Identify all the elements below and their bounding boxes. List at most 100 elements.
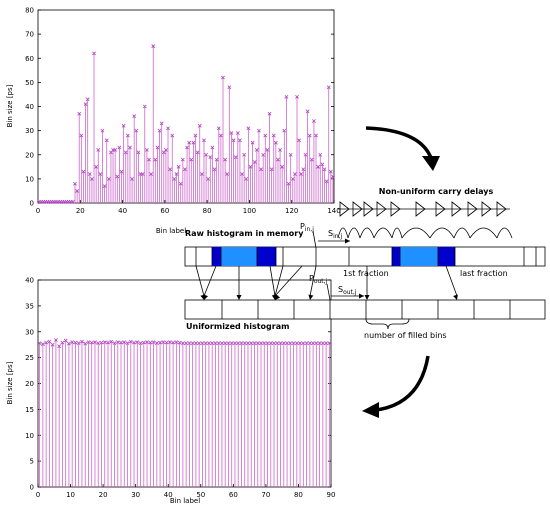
data-point (304, 341, 309, 346)
data-point (312, 119, 316, 123)
x-tick-label: 30 (131, 491, 140, 499)
carry-cell-marker (496, 201, 507, 217)
data-point (159, 121, 164, 126)
data-point (174, 172, 179, 176)
carry-delay-arc (401, 227, 431, 239)
uniformized-row (184, 299, 546, 320)
data-point (119, 169, 124, 174)
data-point (269, 167, 274, 172)
x-tick-label: 80 (203, 207, 212, 215)
y-tick-label: 30 (25, 127, 34, 135)
data-point (238, 138, 242, 143)
mapping-arrow (309, 265, 317, 297)
data-point (293, 172, 297, 176)
data-point (239, 341, 244, 346)
data-point (86, 340, 91, 344)
data-point (261, 152, 266, 157)
y-tick-label: 70 (25, 31, 34, 39)
filled-bins-brace (365, 318, 410, 330)
data-point (202, 138, 206, 143)
data-point (134, 128, 139, 133)
data-point (255, 341, 260, 346)
data-point (100, 128, 105, 133)
data-point (320, 341, 325, 346)
mapping-arrow (269, 265, 276, 297)
top-chart-frame (37, 9, 335, 204)
data-point (328, 169, 333, 174)
y-tick-label: 10 (25, 432, 34, 440)
data-point (166, 126, 170, 131)
y-tick-label: 30 (25, 328, 34, 336)
y-tick-label: 20 (25, 151, 34, 159)
x-tick-label: 60 (160, 207, 169, 215)
data-point (295, 94, 299, 99)
data-point (37, 341, 42, 346)
data-point (210, 341, 215, 346)
data-point (153, 157, 158, 162)
data-point (90, 176, 94, 181)
data-point (148, 340, 153, 345)
x-tick-label: 50 (196, 491, 205, 499)
data-point (79, 133, 84, 138)
data-point (190, 341, 195, 346)
carry-delay-arc (373, 227, 393, 239)
data-point (210, 145, 215, 150)
data-point (326, 85, 331, 90)
y-tick-label: 25 (25, 354, 34, 362)
carry-delay-arc (496, 227, 513, 239)
data-point (123, 150, 128, 155)
data-point (320, 162, 325, 167)
data-point (327, 341, 332, 346)
data-point (87, 172, 92, 176)
data-point (214, 157, 219, 162)
carry-cell-marker (435, 201, 446, 217)
data-point (199, 172, 204, 176)
data-point (229, 341, 234, 346)
data-point (164, 148, 168, 152)
y-tick-label: 0 (30, 484, 34, 492)
mapping-arrow (203, 265, 217, 297)
data-point (104, 138, 109, 143)
data-point (301, 341, 306, 346)
data-point (67, 341, 71, 346)
data-point (242, 341, 247, 346)
data-point (102, 340, 107, 344)
data-point (265, 341, 270, 346)
data-point (278, 148, 282, 152)
data-point (317, 341, 322, 346)
x-tick-label: 10 (66, 491, 75, 499)
mapping-arrowhead (203, 294, 209, 300)
data-point (47, 339, 52, 344)
data-point (187, 341, 192, 346)
carry-cell-marker (481, 201, 492, 217)
x-tick-label: 60 (229, 491, 238, 499)
data-point (112, 341, 117, 346)
x-tick-label: 70 (261, 491, 270, 499)
data-point (299, 172, 304, 176)
s-in-label: Sin,j (328, 229, 342, 240)
data-point (246, 341, 250, 346)
data-point (246, 126, 251, 131)
y-tick-label: 10 (25, 175, 34, 183)
y-tick-label: 35 (25, 302, 34, 310)
carry-cell-marker (363, 201, 374, 217)
data-point (298, 341, 302, 346)
mapping-arrow (445, 265, 458, 297)
data-point (282, 128, 287, 133)
data-point (309, 157, 314, 162)
data-point (294, 341, 299, 346)
data-point (92, 51, 96, 56)
data-point (145, 340, 149, 344)
data-point (233, 341, 237, 346)
data-point (278, 341, 283, 346)
data-point (128, 339, 133, 344)
data-point (147, 157, 151, 162)
data-point (167, 340, 172, 344)
data-point (75, 189, 79, 193)
data-point (223, 341, 228, 346)
data-point (178, 181, 183, 186)
bottom-chart-xlabel: Bin label (170, 497, 200, 505)
carry-delay-arc (453, 227, 471, 239)
data-point (151, 340, 156, 344)
data-point (89, 340, 94, 345)
